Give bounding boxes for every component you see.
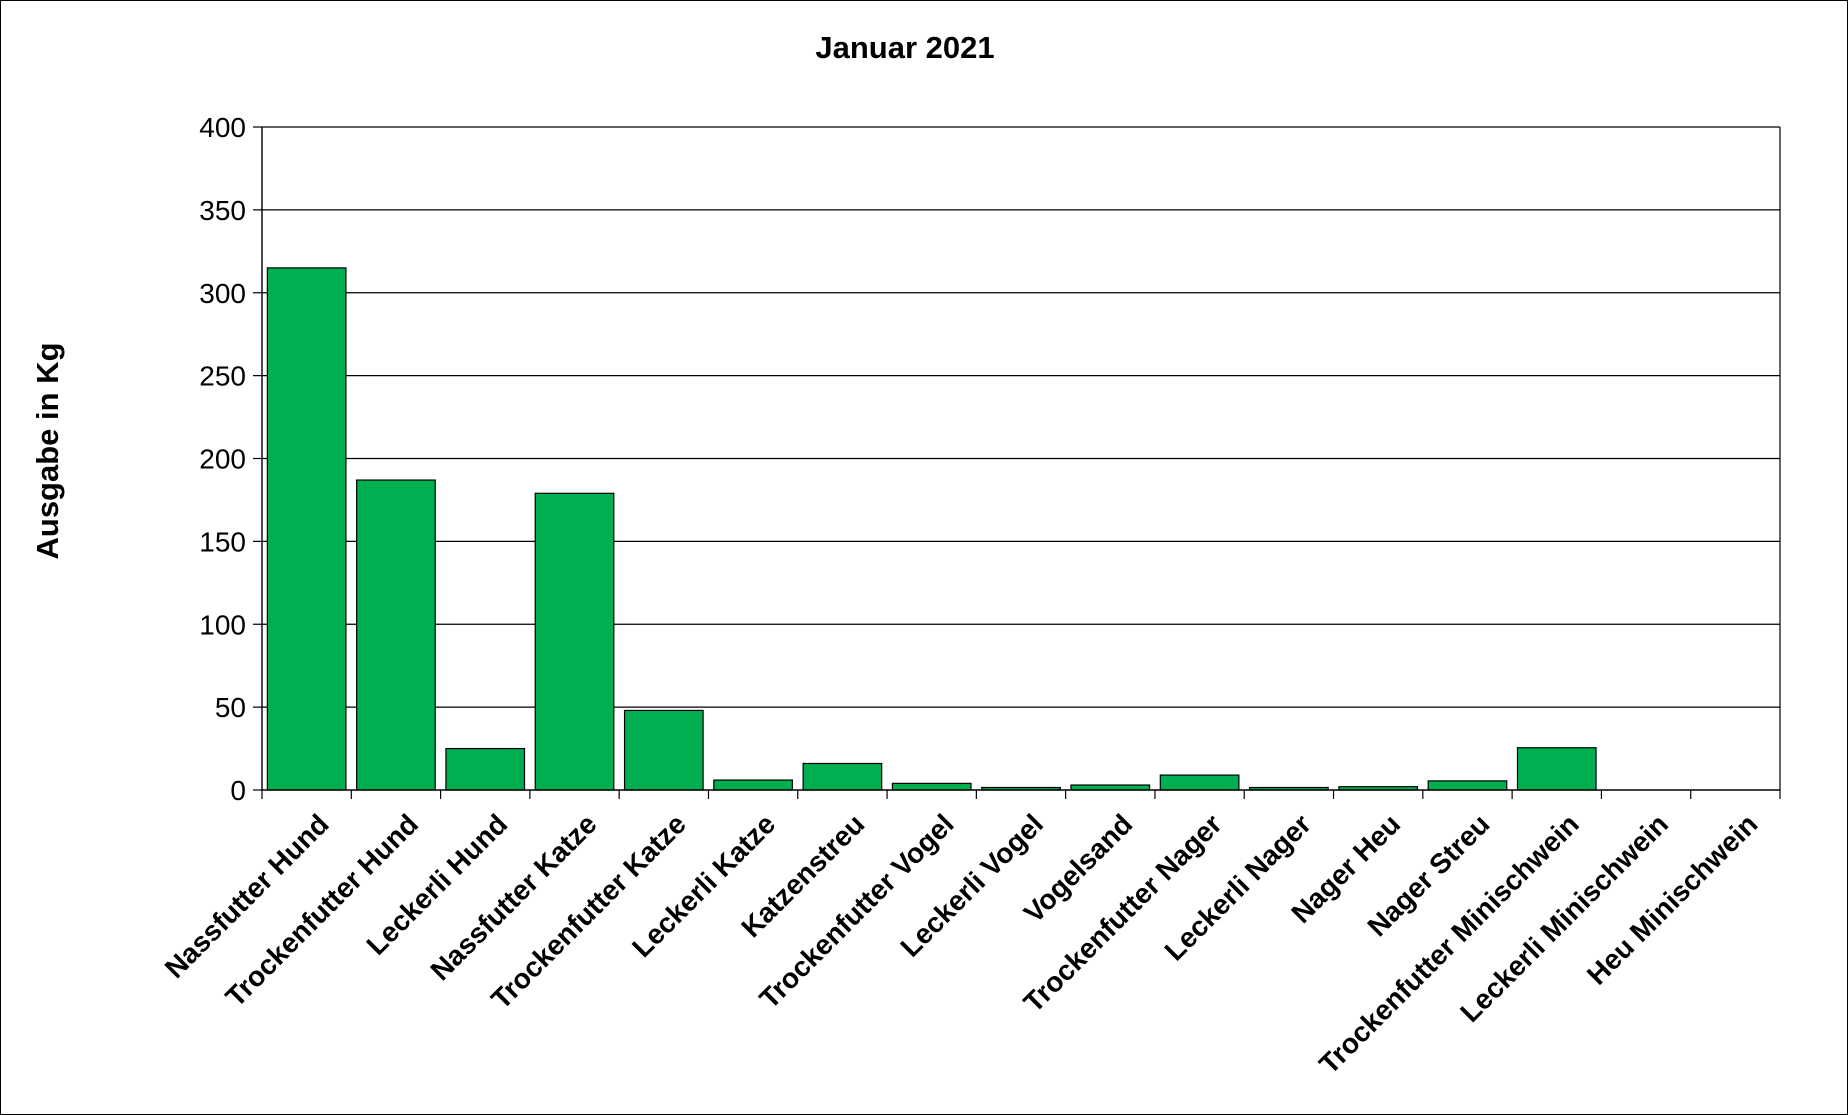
y-tick-label: 300 xyxy=(199,278,246,309)
chart-title: Januar 2021 xyxy=(815,30,995,65)
bar xyxy=(891,782,972,791)
bar xyxy=(623,709,704,791)
bars xyxy=(266,267,1597,791)
axes xyxy=(253,126,1781,799)
bar xyxy=(1159,774,1240,791)
bar xyxy=(713,779,794,791)
y-tick-labels: 0 50 100 150 200 250 300 350 400 xyxy=(199,112,246,806)
y-tick-label: 250 xyxy=(199,361,246,392)
gridlines xyxy=(262,126,1780,708)
bar xyxy=(534,492,615,791)
bar xyxy=(266,267,347,791)
y-tick-label: 150 xyxy=(199,526,246,557)
bar xyxy=(445,747,526,791)
bar xyxy=(1427,780,1508,791)
x-tick-label: Nassfutter Katze xyxy=(424,808,602,986)
y-tick-label: 400 xyxy=(199,112,246,143)
bar xyxy=(1070,784,1151,791)
bar xyxy=(1516,747,1597,791)
bar xyxy=(802,762,883,791)
bar xyxy=(356,479,436,791)
y-tick-label: 350 xyxy=(199,195,246,226)
y-tick-label: 50 xyxy=(215,692,246,723)
x-tick-label: Heu Minischwein xyxy=(1581,808,1764,991)
x-tick-label: Nassfutter Hund xyxy=(159,808,335,984)
y-tick-label: 200 xyxy=(199,444,246,475)
y-tick-label: 100 xyxy=(199,609,246,640)
y-tick-label: 0 xyxy=(230,775,246,806)
